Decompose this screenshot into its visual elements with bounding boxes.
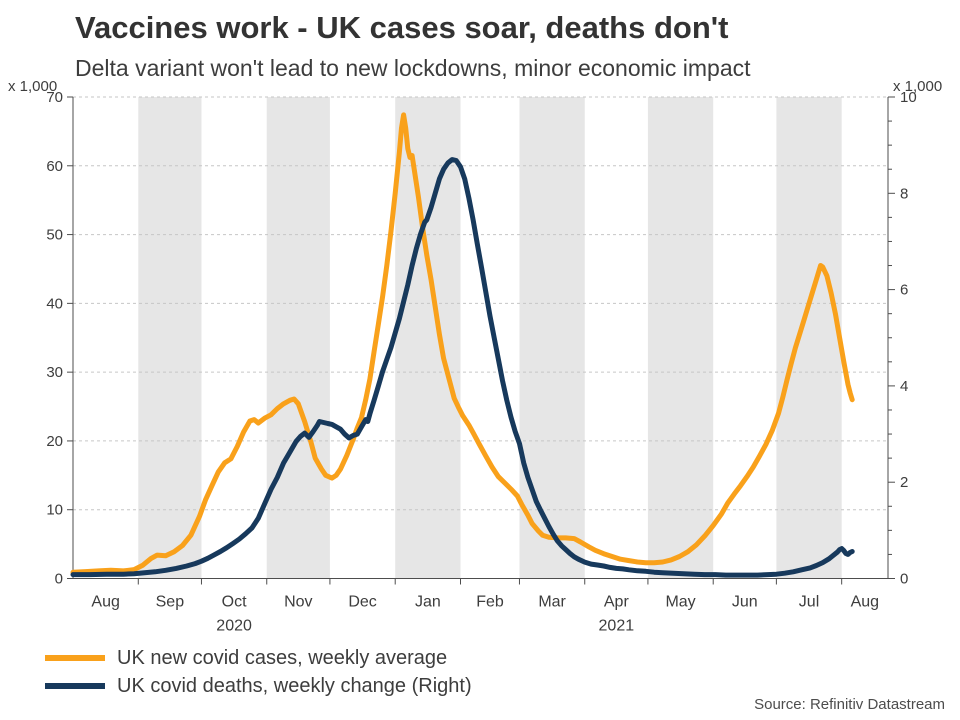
month-label: May: [665, 594, 695, 611]
shaded-band: [138, 97, 202, 579]
month-label: Aug: [91, 594, 119, 611]
month-label: Feb: [476, 594, 504, 611]
left-axis-tick-label: 70: [46, 89, 63, 106]
left-axis-tick-label: 40: [46, 295, 63, 312]
right-axis-tick-label: 0: [900, 571, 908, 588]
right-axis-unit-label: x 1,000: [893, 78, 943, 95]
legend-item-cases: UK new covid cases, weekly average: [45, 644, 472, 672]
legend-item-deaths: UK covid deaths, weekly change (Right): [45, 672, 472, 700]
left-axis-unit-label: x 1,000: [8, 78, 58, 95]
right-axis-tick-label: 10: [900, 89, 917, 106]
deaths-line: [70, 157, 855, 578]
chart-subtitle: Delta variant won't lead to new lockdown…: [75, 55, 751, 81]
shaded-band: [266, 97, 330, 579]
chart-title: Vaccines work - UK cases soar, deaths do…: [75, 10, 729, 45]
legend: UK new covid cases, weekly average UK co…: [45, 644, 472, 700]
right-axis-tick-label: 2: [900, 474, 908, 491]
legend-label-cases: UK new covid cases, weekly average: [117, 646, 448, 669]
left-axis-tick-label: 10: [46, 502, 63, 519]
deaths-line-swatch: [45, 683, 105, 689]
right-axis-tick-label: 8: [900, 185, 908, 202]
month-label: Jul: [799, 594, 819, 611]
left-axis-tick-label: 20: [46, 433, 63, 450]
month-label: Dec: [348, 594, 376, 611]
month-label: Sep: [156, 594, 185, 611]
shaded-band: [647, 97, 714, 579]
shaded-band: [395, 97, 461, 579]
year-label: 2021: [599, 618, 635, 635]
source-attribution: Source: Refinitiv Datastream: [754, 696, 945, 713]
left-axis-tick-label: 60: [46, 158, 63, 175]
left-axis-tick-label: 0: [55, 571, 63, 588]
legend-label-deaths: UK covid deaths, weekly change (Right): [117, 674, 472, 697]
left-axis-tick-label: 30: [46, 364, 63, 381]
month-label: Jan: [415, 594, 441, 611]
right-axis-tick-label: 6: [900, 282, 908, 299]
right-axis-tick-label: 4: [900, 378, 908, 395]
month-label: Mar: [538, 594, 566, 611]
year-label: 2020: [216, 618, 252, 635]
shaded-band: [519, 97, 585, 579]
month-label: Jun: [732, 594, 758, 611]
left-axis-tick-label: 50: [46, 227, 63, 244]
month-label: Oct: [222, 594, 247, 611]
month-label: Aug: [851, 594, 879, 611]
month-label: Apr: [604, 594, 630, 611]
shaded-band: [776, 97, 842, 579]
cases-line: [70, 112, 855, 575]
month-label: Nov: [284, 594, 312, 611]
cases-line-swatch: [45, 655, 105, 661]
